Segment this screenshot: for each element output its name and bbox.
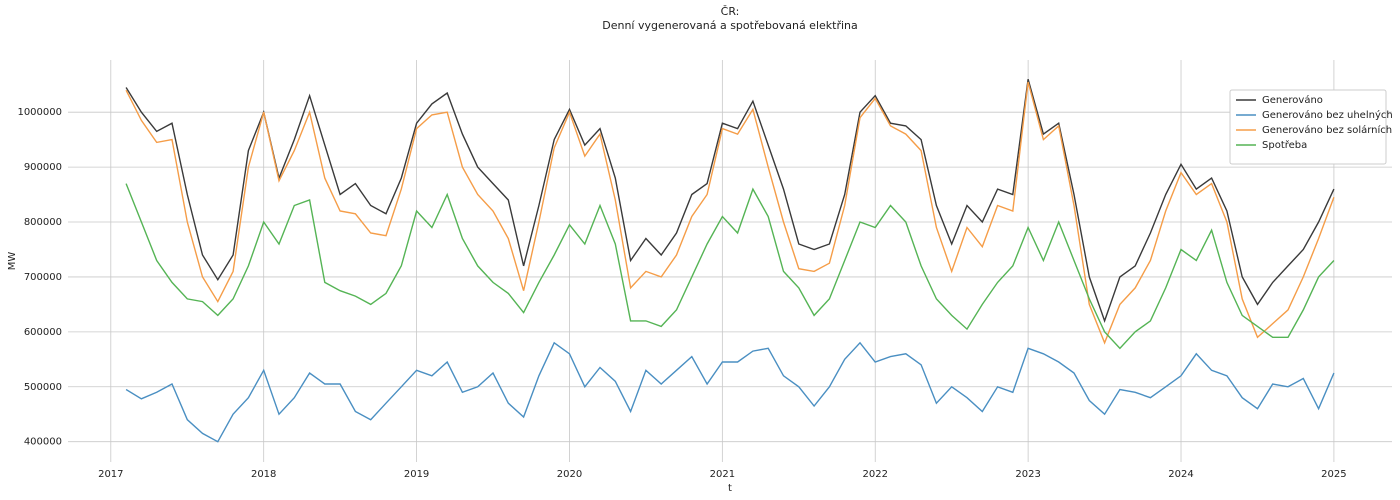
y-tick-label: 700000	[24, 272, 62, 283]
x-tick-label: 2021	[710, 469, 735, 480]
y-tick-label: 600000	[24, 327, 62, 338]
y-tick-label: 1000000	[17, 107, 62, 118]
chart-subtitle: Denní vygenerovaná a spotřebovaná elektř…	[602, 19, 858, 32]
y-axis-label: MW	[7, 252, 18, 271]
series-line	[125, 183, 1335, 350]
y-tick-label: 800000	[24, 217, 62, 228]
x-tick-label: 2019	[404, 469, 429, 480]
y-tick-label: 400000	[24, 437, 62, 448]
x-axis-label: t	[728, 483, 732, 494]
series-line	[125, 81, 1335, 345]
x-tick-label: 2022	[863, 469, 888, 480]
x-tick-label: 2017	[98, 469, 123, 480]
y-tick-label: 900000	[24, 162, 62, 173]
y-tick-label: 500000	[24, 382, 62, 393]
legend-box	[1229, 89, 1387, 165]
x-tick-label: 2023	[1015, 469, 1040, 480]
legend-label: Generováno bez solárních	[1262, 124, 1392, 136]
x-tick-label: 2024	[1168, 469, 1193, 480]
x-tick-label: 2020	[557, 469, 582, 480]
legend-label: Generováno	[1262, 94, 1323, 106]
series-line	[125, 79, 1335, 324]
legend-label: Spotřeba	[1262, 139, 1307, 151]
legend: Generováno Generováno bez uhelných Generov…	[1229, 89, 1393, 165]
series-line	[125, 341, 1335, 443]
x-tick-label: 2018	[251, 469, 276, 480]
x-tick-label: 2025	[1321, 469, 1346, 480]
chart-title: ČR:	[721, 5, 740, 18]
legend-label: Generováno bez uhelných	[1262, 109, 1393, 121]
